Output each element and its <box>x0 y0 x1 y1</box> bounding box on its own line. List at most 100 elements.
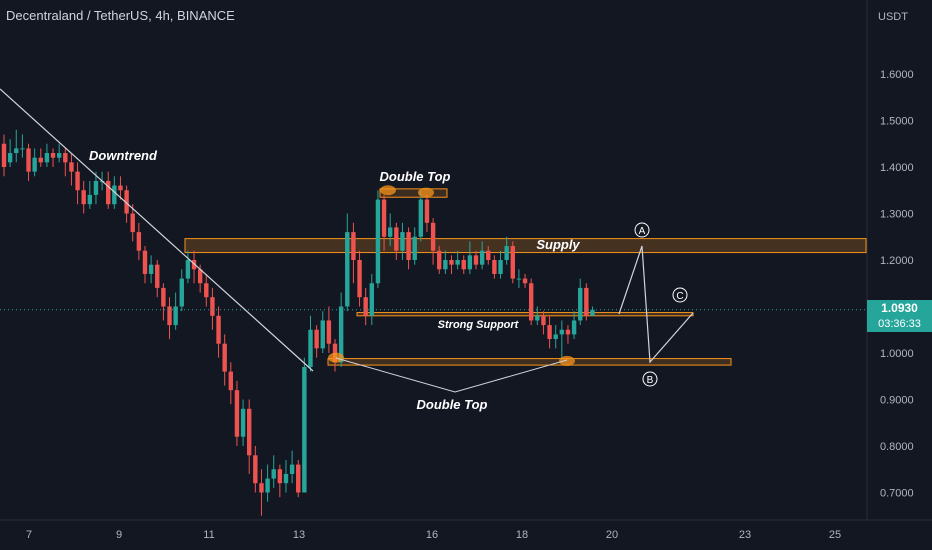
candle-body <box>253 455 258 484</box>
candle-body <box>112 185 117 205</box>
candle-body <box>240 408 246 437</box>
candle-body <box>345 232 350 307</box>
candle-body <box>63 153 68 163</box>
candle-body <box>400 232 405 251</box>
candle-body <box>418 199 424 237</box>
double-top-upper-marker-right <box>418 187 434 198</box>
price-tick-label: 1.6000 <box>880 69 914 81</box>
candle-body <box>406 232 411 260</box>
time-tick-label: 11 <box>203 529 214 541</box>
candle-body <box>247 408 252 456</box>
candle-body <box>535 315 540 321</box>
candle-body <box>455 260 460 265</box>
candle-body <box>486 250 491 260</box>
price-tick-label: 1.0000 <box>880 348 914 360</box>
candle-body <box>1 143 7 167</box>
price-tick-label: 1.5000 <box>880 116 914 128</box>
candle-body <box>553 334 558 340</box>
candle-body <box>56 153 62 158</box>
candle-body <box>93 180 99 195</box>
wave-b-circle <box>642 371 658 387</box>
time-tick-label: 9 <box>116 529 122 541</box>
candle-body <box>289 464 295 474</box>
price-tick-label: 0.7000 <box>880 488 914 500</box>
candle-body <box>259 483 264 493</box>
candle-body <box>185 260 191 279</box>
candle-body <box>326 320 332 344</box>
candle-body <box>265 478 270 493</box>
candle-body <box>449 260 454 265</box>
candle-body <box>69 162 74 172</box>
wave-c-circle <box>672 287 688 303</box>
candle-body <box>528 283 534 321</box>
candle-body <box>430 222 436 251</box>
time-tick-label: 16 <box>426 529 438 541</box>
candle-body <box>541 315 546 326</box>
candle-body <box>467 255 473 270</box>
double-top-upper-marker-left <box>380 185 396 196</box>
candle-body <box>173 306 178 326</box>
candle-body <box>504 246 509 260</box>
double-top-lower-connector <box>335 357 568 393</box>
double-top-lower-label: Double Top <box>416 397 487 412</box>
candle-body <box>210 297 215 316</box>
candle-body <box>522 278 528 284</box>
candle-body <box>510 246 515 279</box>
candle-body <box>136 232 142 251</box>
candle-body <box>75 171 80 191</box>
candle-body <box>590 309 595 316</box>
candle-body <box>204 283 209 298</box>
candle-body <box>492 260 497 274</box>
candle-body <box>142 250 148 274</box>
bar-countdown-label: 03:36:33 <box>867 317 932 332</box>
candle-body <box>547 325 552 340</box>
candle-body <box>381 199 387 237</box>
double-top-upper-zone <box>379 188 448 198</box>
candle-body <box>498 260 503 274</box>
double-top-lower-marker-right <box>559 355 575 366</box>
candle-body <box>357 260 362 298</box>
candle-body <box>197 269 203 284</box>
candle-body <box>314 329 319 349</box>
price-tick-label: 0.9000 <box>880 395 914 407</box>
double-top-lower-zone <box>327 358 732 366</box>
candle-body <box>20 148 25 150</box>
candle-body <box>124 190 129 214</box>
time-tick-label: 20 <box>606 529 618 541</box>
candle-body <box>578 287 583 321</box>
candle-body <box>412 236 417 260</box>
candle-body <box>7 153 13 163</box>
candle-body <box>473 255 479 265</box>
candle-body <box>437 250 442 270</box>
candle-body <box>216 315 221 344</box>
candle-body <box>302 366 307 493</box>
wave-a-label: A <box>639 226 646 237</box>
candle-body <box>14 148 19 154</box>
candle-body <box>87 194 93 205</box>
wave-a-circle <box>634 222 650 238</box>
price-axis-currency: USDT <box>878 11 908 23</box>
price-tick-label: 0.8000 <box>880 441 914 453</box>
candle-body <box>296 464 301 493</box>
price-tick-label: 1.3000 <box>880 209 914 221</box>
candle-body <box>32 157 37 172</box>
candle-body <box>584 287 589 316</box>
candle-body <box>375 199 381 284</box>
symbol-title[interactable]: Decentraland / TetherUS, 4h, BINANCE <box>6 8 235 23</box>
candle-body <box>234 390 240 437</box>
candle-body <box>516 278 522 280</box>
candle-body <box>155 264 160 288</box>
candle-body <box>81 190 86 205</box>
abc-projection-path <box>618 245 694 364</box>
candle-body <box>118 185 123 191</box>
candle-body <box>191 260 197 270</box>
double-top-lower-marker-left <box>328 352 344 363</box>
candle-body <box>179 278 184 307</box>
candle-body <box>222 343 227 372</box>
candle-body <box>271 469 276 479</box>
candle-body <box>320 320 325 349</box>
candle-body <box>26 148 31 172</box>
candle-body <box>461 260 466 270</box>
